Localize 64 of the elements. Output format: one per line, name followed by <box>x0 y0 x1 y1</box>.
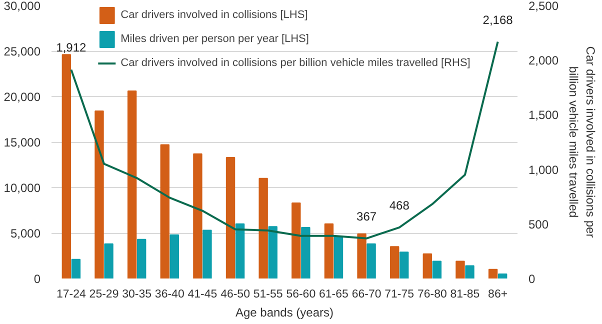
bar <box>432 260 442 278</box>
x-tick-label: 66-70 <box>352 288 382 300</box>
bar <box>136 238 146 278</box>
bar <box>71 258 81 278</box>
y-tick-label: 5,000 <box>10 226 41 240</box>
y-tick-label: 10,000 <box>4 181 41 195</box>
legend-label: Car drivers involved in collisions [LHS] <box>120 9 308 21</box>
y2-axis-title: Car drivers involved in collisions per billion vehicle miles travelled <box>566 46 598 238</box>
y2-tick-label: 0 <box>528 272 536 286</box>
x-tick-label: 71-75 <box>384 288 414 300</box>
y-tick-label: 15,000 <box>4 136 41 150</box>
bar <box>193 153 202 278</box>
bar <box>465 265 474 278</box>
bar <box>334 236 344 278</box>
bar <box>292 202 301 278</box>
data-label: 367 <box>356 209 377 224</box>
bar <box>258 178 268 278</box>
y2-tick-label: 500 <box>528 217 549 232</box>
bar <box>456 260 465 278</box>
bar <box>62 54 72 278</box>
bar <box>226 156 236 278</box>
y-tick-label: 30,000 <box>4 0 41 13</box>
y-tick-label: 0 <box>34 272 41 286</box>
bar <box>498 273 508 278</box>
x-tick-label: 81-85 <box>450 288 480 300</box>
x-tick-label: 30-35 <box>122 288 152 300</box>
x-tick-label: 86+ <box>488 288 508 300</box>
data-label: 468 <box>389 198 410 212</box>
bar <box>366 243 376 278</box>
bar <box>422 253 432 278</box>
y-tick-label: 25,000 <box>4 44 41 58</box>
y2-tick-label: 1,000 <box>528 162 559 177</box>
x-tick-label: 36-40 <box>154 288 184 300</box>
x-tick-label: 61-65 <box>319 288 348 300</box>
x-tick-label: 51-55 <box>253 288 283 300</box>
bar <box>268 226 278 278</box>
bar <box>357 233 366 278</box>
x-tick-label: 76-80 <box>417 288 447 300</box>
y-tick-label: 20,000 <box>4 90 41 104</box>
y2-tick-label: 2,500 <box>528 0 559 13</box>
bar <box>235 223 245 278</box>
bar <box>400 252 409 278</box>
bar <box>488 268 498 278</box>
bar <box>301 227 310 278</box>
legend-label: Car drivers involved in collisions per billion vehicle miles travelled [RHS] <box>120 57 470 69</box>
y2-tick-label: 2,000 <box>528 54 559 68</box>
bar <box>160 144 170 278</box>
bar <box>390 246 400 278</box>
bar <box>324 223 334 278</box>
bar <box>104 243 114 278</box>
bar <box>127 90 137 278</box>
x-tick-label: 56-60 <box>286 288 316 300</box>
x-axis-title: Age bands (years) <box>235 306 334 320</box>
x-tick-label: 17-24 <box>56 288 86 300</box>
x-tick-label: 25-29 <box>89 288 119 300</box>
bar <box>202 230 212 278</box>
bar <box>94 110 104 278</box>
data-label: 2,168 <box>482 12 514 27</box>
data-label: 1,912 <box>56 40 87 55</box>
x-tick-label: 41-45 <box>188 288 218 300</box>
x-tick-label: 46-50 <box>220 288 250 300</box>
bar <box>170 234 179 278</box>
y2-tick-label: 1,500 <box>528 108 559 122</box>
legend-label: Miles driven per person per year [LHS] <box>120 33 309 45</box>
